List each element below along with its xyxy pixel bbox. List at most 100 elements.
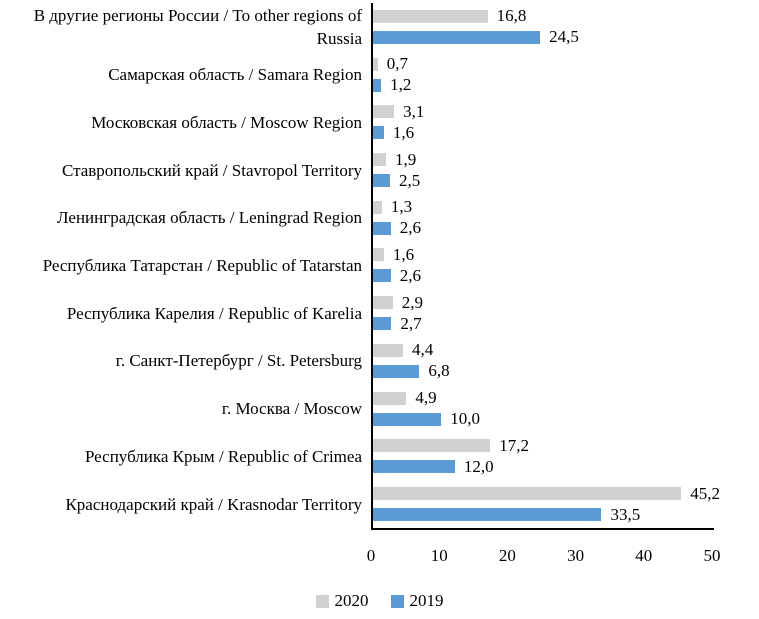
bar-2020 [373, 296, 393, 310]
value-label: 2,5 [399, 170, 421, 190]
bar-line: 1,2 [373, 75, 714, 95]
legend: 2020 2019 [0, 590, 759, 612]
bar-2020 [373, 200, 382, 214]
bar-line: 2,7 [373, 314, 714, 334]
x-tick-label: 10 [430, 546, 448, 565]
bar-2019 [373, 269, 391, 283]
bar-line: 12,0 [373, 457, 714, 477]
bar-line: 2,9 [373, 293, 714, 313]
value-label: 2,7 [400, 313, 422, 333]
legend-item-2019: 2019 [390, 591, 444, 611]
bar-row: 1,9 2,5 [373, 146, 714, 194]
category-label: Республика Крым / Republic of Crimea [84, 446, 362, 466]
bar-line: 4,9 [373, 388, 714, 408]
bar-row: 45,2 33,5 [373, 480, 720, 528]
bar-line: 0,7 [373, 54, 714, 74]
value-label: 1,6 [392, 122, 415, 142]
bar-2019 [373, 412, 442, 426]
plot-area: 16,8 24,5 0,7 1,2 3,1 1,6 1,9 2,5 1,3 2,6 1,6 2,6 2,… [371, 3, 720, 530]
bar-2019 [373, 460, 455, 474]
bar-2019 [373, 317, 392, 331]
bar-row: 17,2 12,0 [373, 433, 714, 481]
bar-row: 16,8 24,5 [373, 3, 714, 51]
bar-2019 [373, 30, 541, 44]
bar-line: 1,6 [373, 123, 714, 143]
bar-row: 0,7 1,2 [373, 51, 714, 99]
bar-2020 [373, 248, 384, 262]
bar-row: 1,6 2,6 [373, 242, 714, 290]
value-label: 33,5 [610, 504, 641, 524]
bar-line: 10,0 [373, 409, 714, 429]
bar-line: 1,9 [373, 150, 714, 170]
bar-line: 3,1 [373, 102, 714, 122]
value-label: 3,1 [403, 101, 425, 121]
value-label: 16,8 [496, 6, 527, 26]
value-label: 45,2 [690, 483, 720, 503]
bar-2020 [373, 153, 386, 167]
value-label: 1,9 [394, 149, 417, 169]
category-label: Московская область / Moscow Region [91, 112, 362, 132]
category-label: Республика Татарстан / Republic of Tatar… [42, 255, 362, 275]
value-label: 12,0 [463, 456, 494, 476]
value-label: 2,6 [399, 265, 421, 285]
bar-2019 [373, 221, 391, 235]
value-label: 10,0 [450, 409, 480, 429]
legend-swatch [390, 594, 404, 608]
bar-2020 [373, 9, 488, 23]
value-label: 4,9 [415, 388, 437, 408]
category-label: г. Санкт-Петербург / St. Petersburg [115, 351, 362, 371]
value-label: 0,7 [386, 54, 409, 74]
bar-2020 [373, 439, 491, 453]
x-tick-label: 30 [567, 546, 585, 565]
bar-line: 17,2 [373, 436, 714, 456]
bar-line: 6,8 [373, 361, 714, 381]
legend-label: 2019 [409, 591, 444, 610]
bar-2019 [373, 364, 420, 378]
value-label: 1,3 [390, 197, 413, 217]
x-axis-ticks: 0 10 20 30 40 50 [367, 546, 721, 568]
value-label: 1,2 [390, 75, 412, 95]
bar-2020 [373, 391, 407, 405]
bar-row: 3,1 1,6 [373, 98, 714, 146]
category-label: В другие регионы России / To other regio… [33, 5, 362, 48]
bar-line: 2,5 [373, 171, 714, 191]
value-label: 1,6 [392, 244, 415, 264]
bar-line: 16,8 [373, 6, 714, 26]
category-label: Ленинградская область / Leningrad Region [56, 208, 362, 228]
bar-2020 [373, 57, 378, 71]
bar-line: 33,5 [373, 505, 714, 525]
category-label: Самарская область / Samara Region [108, 65, 362, 85]
bar-2020 [373, 487, 682, 501]
bar-row: 4,4 6,8 [373, 337, 714, 385]
legend-item-2020: 2020 [315, 591, 369, 611]
category-label: Республика Карелия / Republic of Karelia [66, 303, 362, 323]
bar-row: 4,9 10,0 [373, 385, 714, 433]
category-label: Краснодарский край / Krasnodar Territory [65, 494, 362, 514]
value-label: 24,5 [549, 27, 579, 47]
x-tick-label: 40 [635, 546, 653, 565]
category-label: Ставропольский край / Stavropol Territor… [61, 160, 362, 180]
bar-2019 [373, 174, 391, 188]
bar-row: 1,3 2,6 [373, 194, 714, 242]
category-label: г. Москва / Moscow [221, 399, 362, 419]
bar-line: 45,2 [373, 484, 720, 504]
bar-2019 [373, 78, 382, 92]
bar-line: 4,4 [373, 340, 714, 360]
category-labels: В другие регионы России / To other regio… [30, 3, 362, 528]
bar-row: 2,9 2,7 [373, 289, 714, 337]
x-tick-label: 50 [703, 546, 721, 565]
legend-swatch [315, 594, 329, 608]
bar-line: 24,5 [373, 27, 714, 47]
value-label: 6,8 [428, 361, 450, 381]
bar-line: 1,3 [373, 197, 714, 217]
bar-2019 [373, 508, 602, 522]
x-tick-label: 0 [366, 546, 376, 565]
value-label: 2,9 [401, 292, 424, 312]
bar-2019 [373, 126, 384, 140]
bar-2020 [373, 105, 395, 119]
bar-2020 [373, 343, 403, 357]
bar-line: 2,6 [373, 218, 714, 238]
value-label: 4,4 [412, 340, 434, 360]
bar-line: 1,6 [373, 245, 714, 265]
